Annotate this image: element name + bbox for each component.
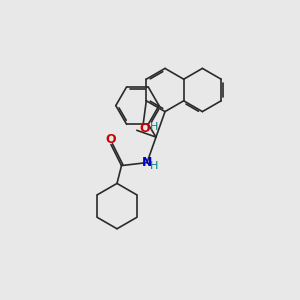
Text: O: O [106, 133, 116, 146]
Text: H: H [150, 122, 158, 132]
Text: O: O [140, 122, 150, 135]
Text: H: H [149, 161, 158, 171]
Text: N: N [142, 156, 152, 169]
